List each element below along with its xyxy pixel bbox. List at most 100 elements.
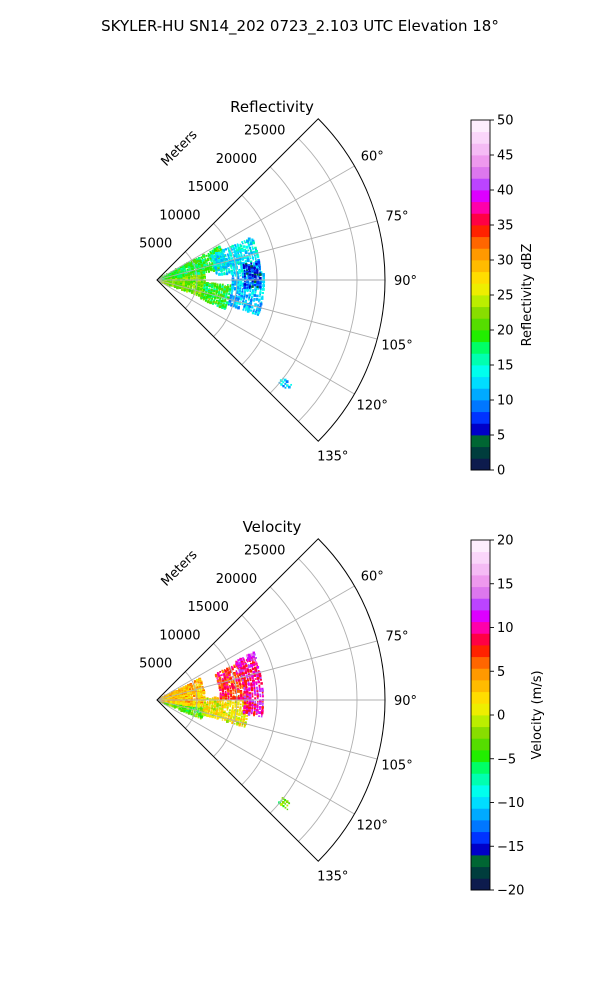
echo-cell [191, 689, 195, 693]
echo-cell [235, 271, 239, 275]
azimuth-tick-label: 120° [357, 398, 388, 413]
echo-cell [228, 301, 231, 304]
echo-cell [193, 282, 196, 285]
echo-cell [215, 674, 218, 678]
echo-cell [211, 697, 214, 699]
echo-cell [219, 671, 221, 673]
echo-cell [231, 283, 235, 287]
echo-cell [248, 272, 252, 275]
echo-cell [182, 702, 186, 706]
echo-cell [240, 694, 243, 697]
echo-cell [258, 300, 260, 303]
echo-cell [225, 292, 228, 295]
colorbar-band [471, 330, 490, 343]
echo-cell [258, 273, 262, 276]
reflectivity-colorbar: 0 5 10 15 20 25 30 35 40 45 50 [470, 114, 514, 479]
echo-cell [252, 299, 255, 302]
echo-cell [284, 382, 287, 385]
echo-cell [252, 247, 255, 250]
echo-cell [179, 286, 182, 290]
echo-cell [210, 259, 213, 262]
echo-cell [252, 258, 255, 261]
echo-cell [256, 675, 260, 679]
echo-region [210, 237, 262, 276]
echo-cell [182, 266, 186, 269]
echo-cell [251, 654, 254, 657]
echo-cell [257, 697, 259, 700]
echo-cell [243, 693, 245, 695]
echo-cell [242, 299, 245, 301]
echo-cell [224, 295, 228, 299]
echo-cell [225, 674, 229, 678]
echo-cell [243, 270, 246, 272]
echo-cell [249, 657, 252, 660]
echo-cell [235, 263, 237, 266]
echo-cell [248, 276, 252, 280]
echo-cell [247, 308, 251, 312]
echo-cell [192, 704, 195, 707]
echo-cell [197, 695, 201, 699]
echo-cell [248, 307, 251, 310]
echo-cell [213, 700, 217, 704]
echo-cell [259, 302, 263, 306]
echo-cell [204, 268, 208, 272]
echo-cell [201, 280, 203, 283]
echo-cell [230, 304, 233, 307]
echo-cell [239, 707, 242, 710]
echo-cell [235, 690, 237, 693]
echo-cell [254, 287, 258, 291]
echo-cell [250, 652, 253, 655]
echo-cell [200, 297, 202, 300]
echo-cell [211, 702, 214, 704]
echo-cell [241, 257, 244, 261]
echo-cell [184, 691, 188, 695]
echo-cell [246, 272, 249, 275]
echo-cell [245, 689, 249, 693]
echo-cell [212, 711, 216, 715]
echo-cell [219, 283, 222, 286]
echo-cell [213, 296, 217, 299]
echo-cell [240, 667, 244, 671]
echo-cell [214, 255, 216, 258]
echo-cell [213, 262, 217, 265]
echo-cell [207, 267, 210, 271]
echo-cell [258, 673, 262, 676]
echo-cell [256, 282, 260, 285]
echo-cell [248, 696, 252, 700]
echo-cell [228, 289, 231, 292]
echo-cell [254, 254, 256, 257]
echo-cell [232, 265, 235, 268]
echo-cell [236, 711, 239, 714]
echo-cell [253, 714, 255, 717]
echo-cell [231, 686, 234, 690]
echo-cell [250, 309, 253, 312]
echo-cell [251, 710, 253, 713]
echo-cell [255, 277, 257, 280]
colorbar-band [471, 680, 490, 693]
echo-cell [246, 695, 249, 698]
colorbar-band [471, 400, 490, 413]
echo-cell [222, 682, 226, 686]
echo-cell [258, 285, 262, 289]
echo-cell [177, 702, 180, 705]
echo-cell [235, 670, 238, 672]
colorbar-band [471, 656, 490, 669]
echo-cell [223, 273, 226, 276]
azimuth-tick-label: 60° [361, 150, 384, 165]
echo-cell [226, 260, 230, 264]
echo-cell [200, 256, 203, 259]
echo-cell [239, 710, 241, 713]
echo-cell [187, 273, 191, 277]
echo-cell [237, 668, 239, 670]
echo-cell [217, 250, 220, 253]
echo-cell [200, 277, 204, 281]
echo-cell [222, 712, 226, 716]
echo-cell [221, 287, 224, 291]
echo-cell [210, 269, 213, 272]
echo-cell [254, 311, 258, 314]
azimuth-gridline [156, 640, 378, 701]
echo-cell [242, 282, 245, 284]
echo-cell [236, 684, 239, 688]
echo-cell [207, 710, 210, 713]
echo-cell [198, 276, 201, 279]
